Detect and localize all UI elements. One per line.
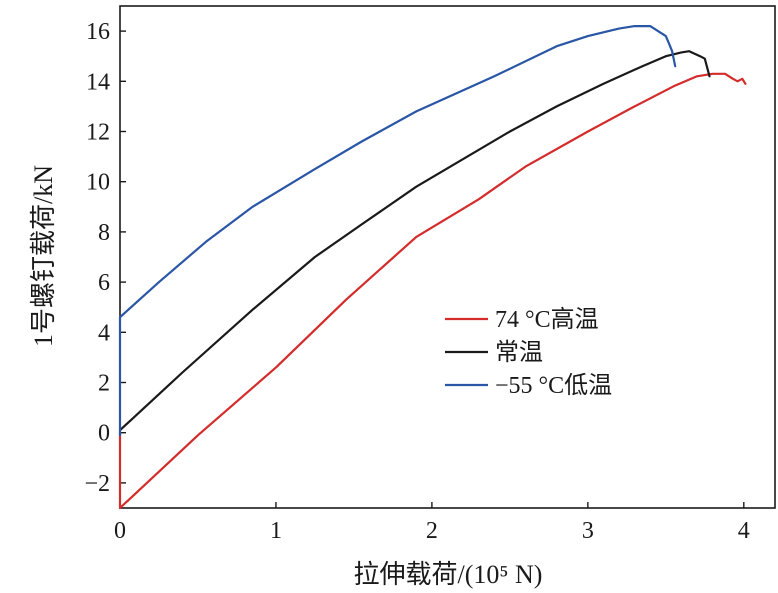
x-tick-label: 4 (738, 518, 750, 544)
series-line-room-temp (118, 50, 711, 432)
plot-border (119, 5, 776, 509)
series-layer (118, 25, 747, 510)
legend: 74 °C高温 常温 −55 °C低温 (445, 306, 612, 399)
legend-label-high-temp: 74 °C高温 (495, 306, 599, 333)
y-tick-label: 10 (86, 170, 110, 196)
x-tick-label: 3 (582, 518, 594, 544)
series-line-low-temp (118, 25, 677, 437)
y-tick-label: 4 (98, 320, 110, 346)
y-axis-title: 1号螺钉载荷/kN (29, 165, 58, 347)
legend-label-low-temp: −55 °C低温 (495, 372, 612, 399)
x-tick-label: 1 (270, 518, 282, 544)
y-tick-label: 0 (98, 421, 110, 447)
x-tick-label: 2 (426, 518, 438, 544)
plot-frame (119, 5, 776, 509)
y-tick-label: 8 (98, 220, 110, 246)
y-tick-label: 2 (98, 371, 110, 397)
series-line-high-temp (118, 72, 747, 510)
y-tick-label: −2 (84, 471, 110, 497)
x-axis-title: 拉伸载荷/(10⁵ N) (354, 560, 543, 589)
y-tick-label: 6 (98, 270, 110, 296)
x-axis-ticks: 0 1 2 3 4 (114, 502, 750, 544)
y-tick-label: 14 (86, 69, 110, 95)
y-tick-label: 16 (86, 19, 110, 45)
y-tick-label: 12 (86, 120, 110, 146)
legend-label-room-temp: 常温 (495, 339, 543, 366)
x-tick-label: 0 (114, 518, 126, 544)
